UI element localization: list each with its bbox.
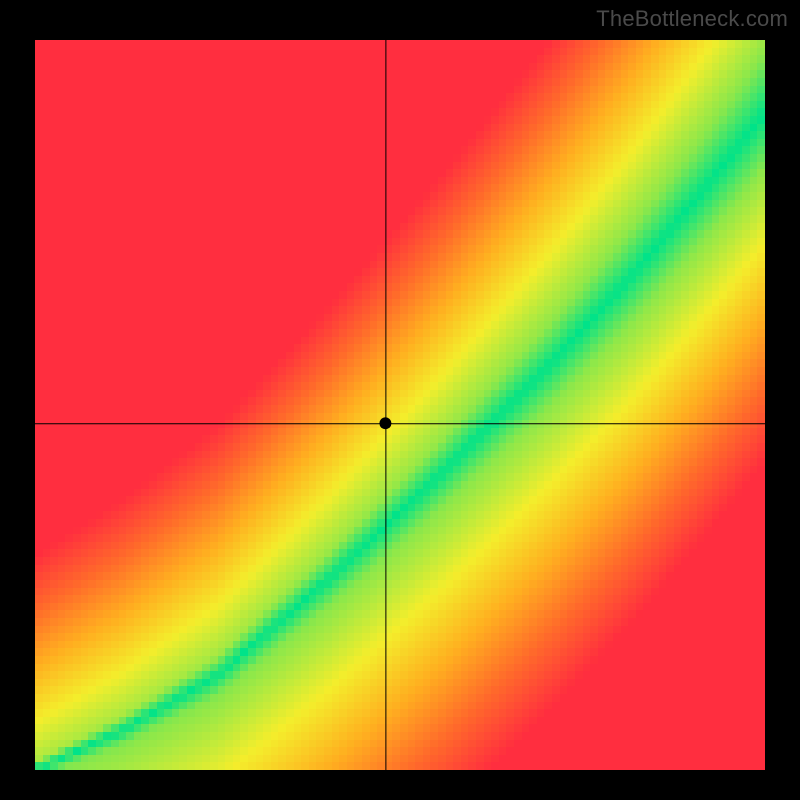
watermark-text: TheBottleneck.com bbox=[596, 6, 788, 32]
plot-frame bbox=[35, 40, 765, 770]
chart-stage: TheBottleneck.com bbox=[0, 0, 800, 800]
bottleneck-heatmap bbox=[35, 40, 765, 770]
